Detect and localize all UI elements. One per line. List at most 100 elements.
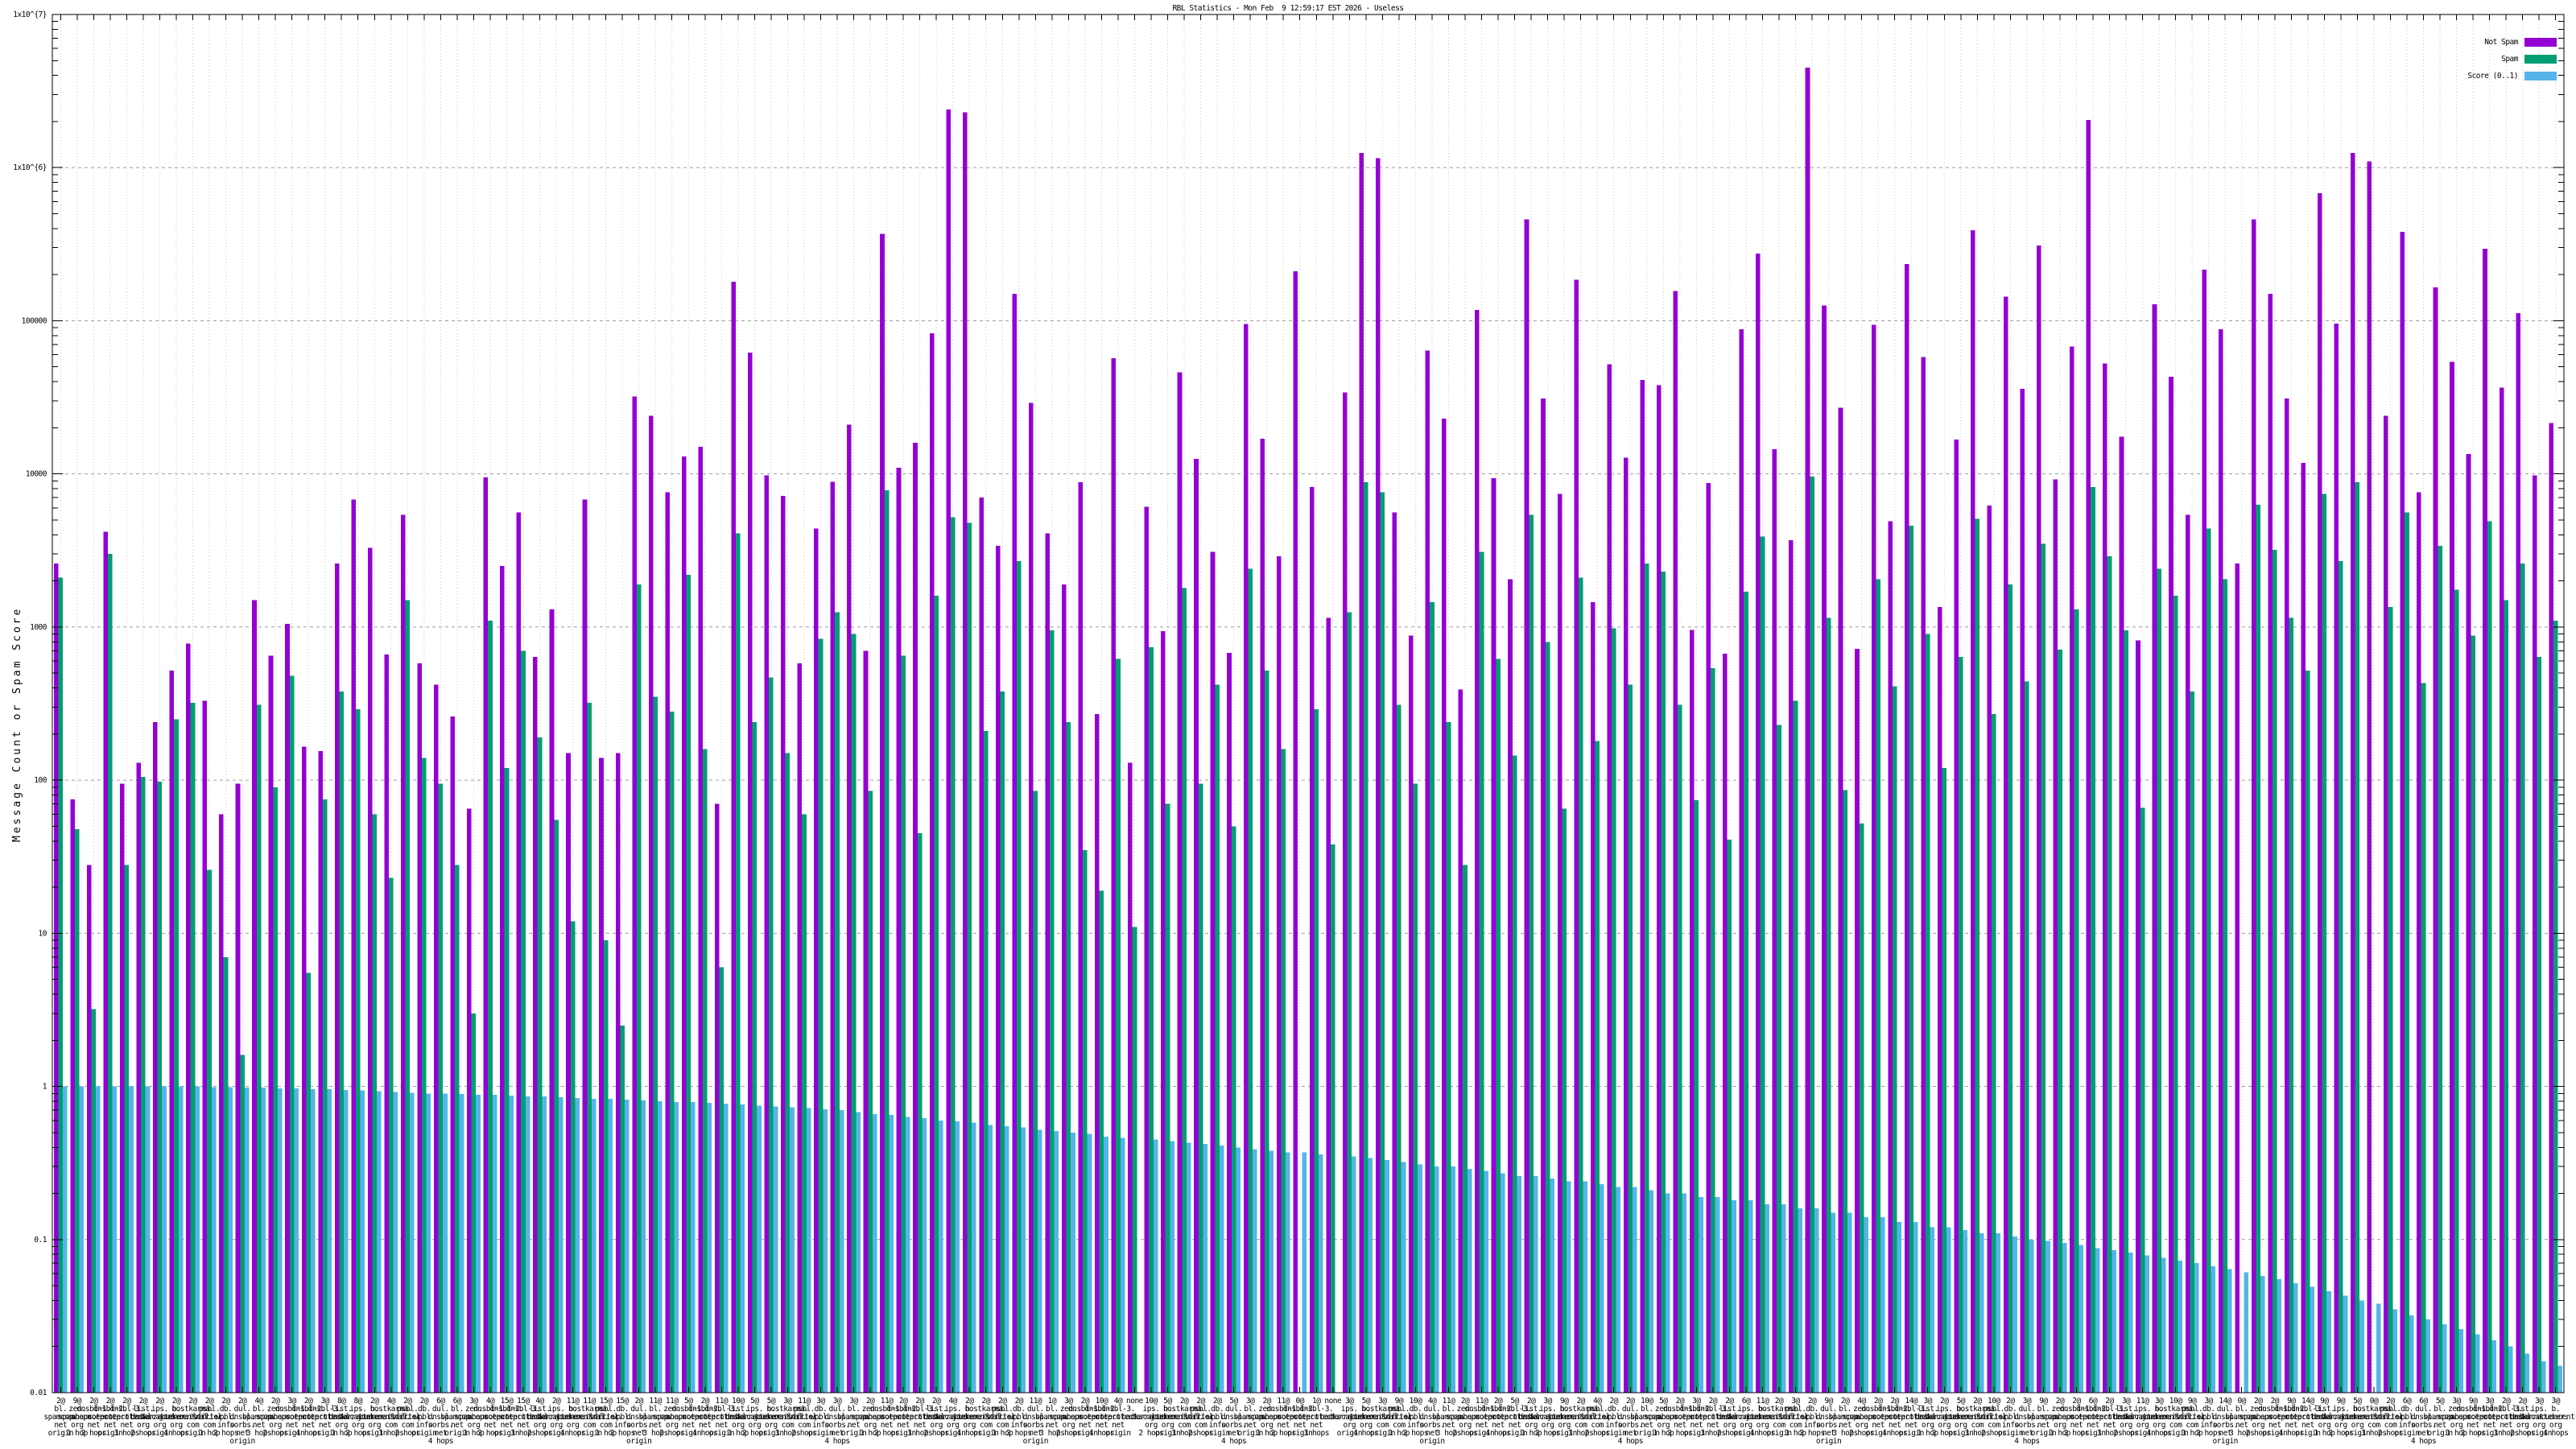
x-tick-label: 3@ list. dnswl. org 2 hops: [2113, 1397, 2138, 1438]
bar-score: [724, 1104, 729, 1393]
bar-not-spam: [747, 352, 753, 1393]
bar-score: [1616, 1187, 1621, 1393]
bar-not-spam: [1871, 324, 1876, 1393]
bar-score: [1401, 1162, 1406, 1393]
x-tick-label: 0@ dnsbl-2. uceprotect. net origin: [1277, 1397, 1323, 1438]
bar-not-spam: [913, 442, 918, 1393]
x-tick-label: 9@ zen. spamhaus. org 1 hop: [58, 1397, 96, 1438]
bar-not-spam: [1541, 398, 1546, 1393]
x-tick-label: 2@ hostkarma. junkemailfilter. com origin: [1745, 1397, 1813, 1438]
x-tick-label: 11@ b. barracudacentral. org 4 hops: [537, 1397, 609, 1438]
bar-score: [377, 1091, 382, 1393]
bar-score: [2310, 1286, 2315, 1393]
x-tick-label: 2@ dul. dnsbl. sorbs. net 4 hops: [1618, 1397, 1643, 1446]
bar-not-spam: [1260, 438, 1265, 1393]
x-tick-label: 2@ dnsbl-3. uceprotect. net 3 hops: [2483, 1397, 2529, 1438]
x-tick-label: 2@ db. wpbl. info origin: [1998, 1397, 2023, 1438]
bar-not-spam: [1227, 652, 1232, 1393]
bar-not-spam: [1954, 439, 1959, 1393]
x-tick-label: 2@ dnsbl-2. uceprotect. net 4 hops: [682, 1397, 728, 1438]
x-tick-label: 2@ zen. spamhaus. org 1 hop: [1248, 1397, 1286, 1438]
x-tick-label: none: [1126, 1397, 1144, 1406]
bar-score: [691, 1102, 696, 1393]
bar-score: [1864, 1216, 1869, 1393]
x-tick-label: 2@ hostkarma. junkemailfilter. com origin: [159, 1397, 227, 1438]
bar-spam: [2157, 568, 2161, 1393]
bar-score: [905, 1117, 910, 1393]
bar-score: [96, 1086, 101, 1393]
bar-spam: [1678, 704, 1682, 1393]
x-tick-label: 9@ ips. backscatterer. org 2 hops: [2311, 1397, 2370, 1438]
bar-spam: [405, 600, 411, 1393]
bar-score: [277, 1088, 283, 1393]
x-tick-label: 2@ dnsbl-3. uceprotect. net 3 hops: [2087, 1397, 2132, 1438]
x-tick-label: 2@ list. dnswl. org 2 hops: [130, 1397, 155, 1438]
bar-not-spam: [2483, 249, 2487, 1393]
y-tick-label: 1: [43, 1083, 47, 1092]
bar-score: [1913, 1222, 1918, 1393]
bar-score: [2112, 1250, 2116, 1393]
bar-score: [426, 1093, 431, 1393]
bar-not-spam: [1772, 448, 1777, 1393]
bar-not-spam: [1177, 372, 1183, 1393]
x-tick-label: 5@ b. barracudacentral. org origin: [1132, 1397, 1203, 1438]
bar-spam: [1562, 808, 1567, 1393]
bar-spam: [1248, 568, 1253, 1393]
legend-item-spam: Spam: [2467, 55, 2557, 64]
bar-not-spam: [1078, 482, 1084, 1393]
x-tick-label: 0@ hostkarma. junkemailfilter. com 3 hops: [2340, 1397, 2408, 1438]
bar-not-spam: [500, 566, 505, 1393]
bar-not-spam: [549, 609, 555, 1393]
bar-spam: [2322, 493, 2327, 1393]
bar-score: [922, 1118, 927, 1393]
x-tick-label: 5@ dnsbl-1. uceprotect. net origin: [666, 1397, 712, 1438]
bar-spam: [223, 956, 229, 1393]
bar-not-spam: [797, 663, 803, 1393]
bar-spam: [2438, 545, 2442, 1393]
bar-spam: [1330, 844, 1335, 1393]
bar-not-spam: [219, 814, 224, 1393]
bar-spam: [1694, 799, 1699, 1393]
x-tick-label: 3@ zen. spamhaus. org 1 hop: [2438, 1397, 2475, 1438]
bar-score: [112, 1086, 118, 1393]
x-tick-label: 4@ dul. dnsbl. sorbs. net origin: [1419, 1397, 1444, 1446]
bar-not-spam: [1491, 477, 1496, 1393]
x-tick-label: 3@ ips. backscatterer. org origin: [2510, 1397, 2569, 1438]
bar-score: [2409, 1315, 2414, 1393]
bar-spam: [322, 799, 328, 1393]
bar-not-spam: [2119, 436, 2124, 1393]
bar-spam: [2256, 504, 2261, 1393]
x-tick-label: 15@ dnsbl-3. uceprotect. net 3 hops: [500, 1397, 546, 1438]
bar-score: [1434, 1166, 1439, 1393]
x-tick-label: 4@ psbl. surriel. com 2 hops: [1580, 1397, 1614, 1438]
bar-not-spam: [1128, 762, 1133, 1393]
bar-spam: [2537, 656, 2542, 1393]
bar-score: [2376, 1303, 2381, 1393]
x-tick-label: 2@ db. wpbl. info 2 hops: [1799, 1397, 1824, 1438]
x-tick-label: 6@ bl. spamcop. net origin: [440, 1397, 474, 1438]
bar-spam: [1529, 514, 1534, 1393]
x-tick-label: 2@ dnsbl-3. uceprotect. net 3 hops: [897, 1397, 943, 1438]
bar-not-spam: [1656, 385, 1662, 1393]
bar-score: [476, 1095, 481, 1393]
bar-not-spam: [2037, 245, 2041, 1393]
bar-spam: [2355, 482, 2360, 1393]
bar-not-spam: [946, 109, 951, 1393]
bar-spam: [2223, 579, 2228, 1393]
x-tick-label: 10@ ips. backscatterer. org 2 hops: [1121, 1397, 1180, 1438]
bar-score: [393, 1092, 398, 1393]
x-tick-label: 2@ list. dnswl. org 1 hop: [1518, 1397, 1543, 1438]
bar-spam: [2091, 487, 2095, 1393]
bar-score: [872, 1113, 877, 1393]
x-tick-label: 6@ dnsbl-2. uceprotect. net origin: [2070, 1397, 2116, 1438]
bar-spam: [504, 768, 510, 1393]
bar-score: [806, 1108, 811, 1393]
bar-not-spam: [1508, 579, 1513, 1393]
bar-not-spam: [2400, 232, 2405, 1393]
y-tick-label: 1x10^{6}: [13, 163, 47, 172]
x-tick-label: 14@ dnsbl-3. uceprotect. net origin: [1888, 1397, 1934, 1438]
x-tick-label: 3@ dul. dnsbl. sorbs. net 4 hops: [824, 1397, 849, 1446]
bar-not-spam: [1458, 689, 1463, 1393]
bar-spam: [2107, 555, 2112, 1393]
